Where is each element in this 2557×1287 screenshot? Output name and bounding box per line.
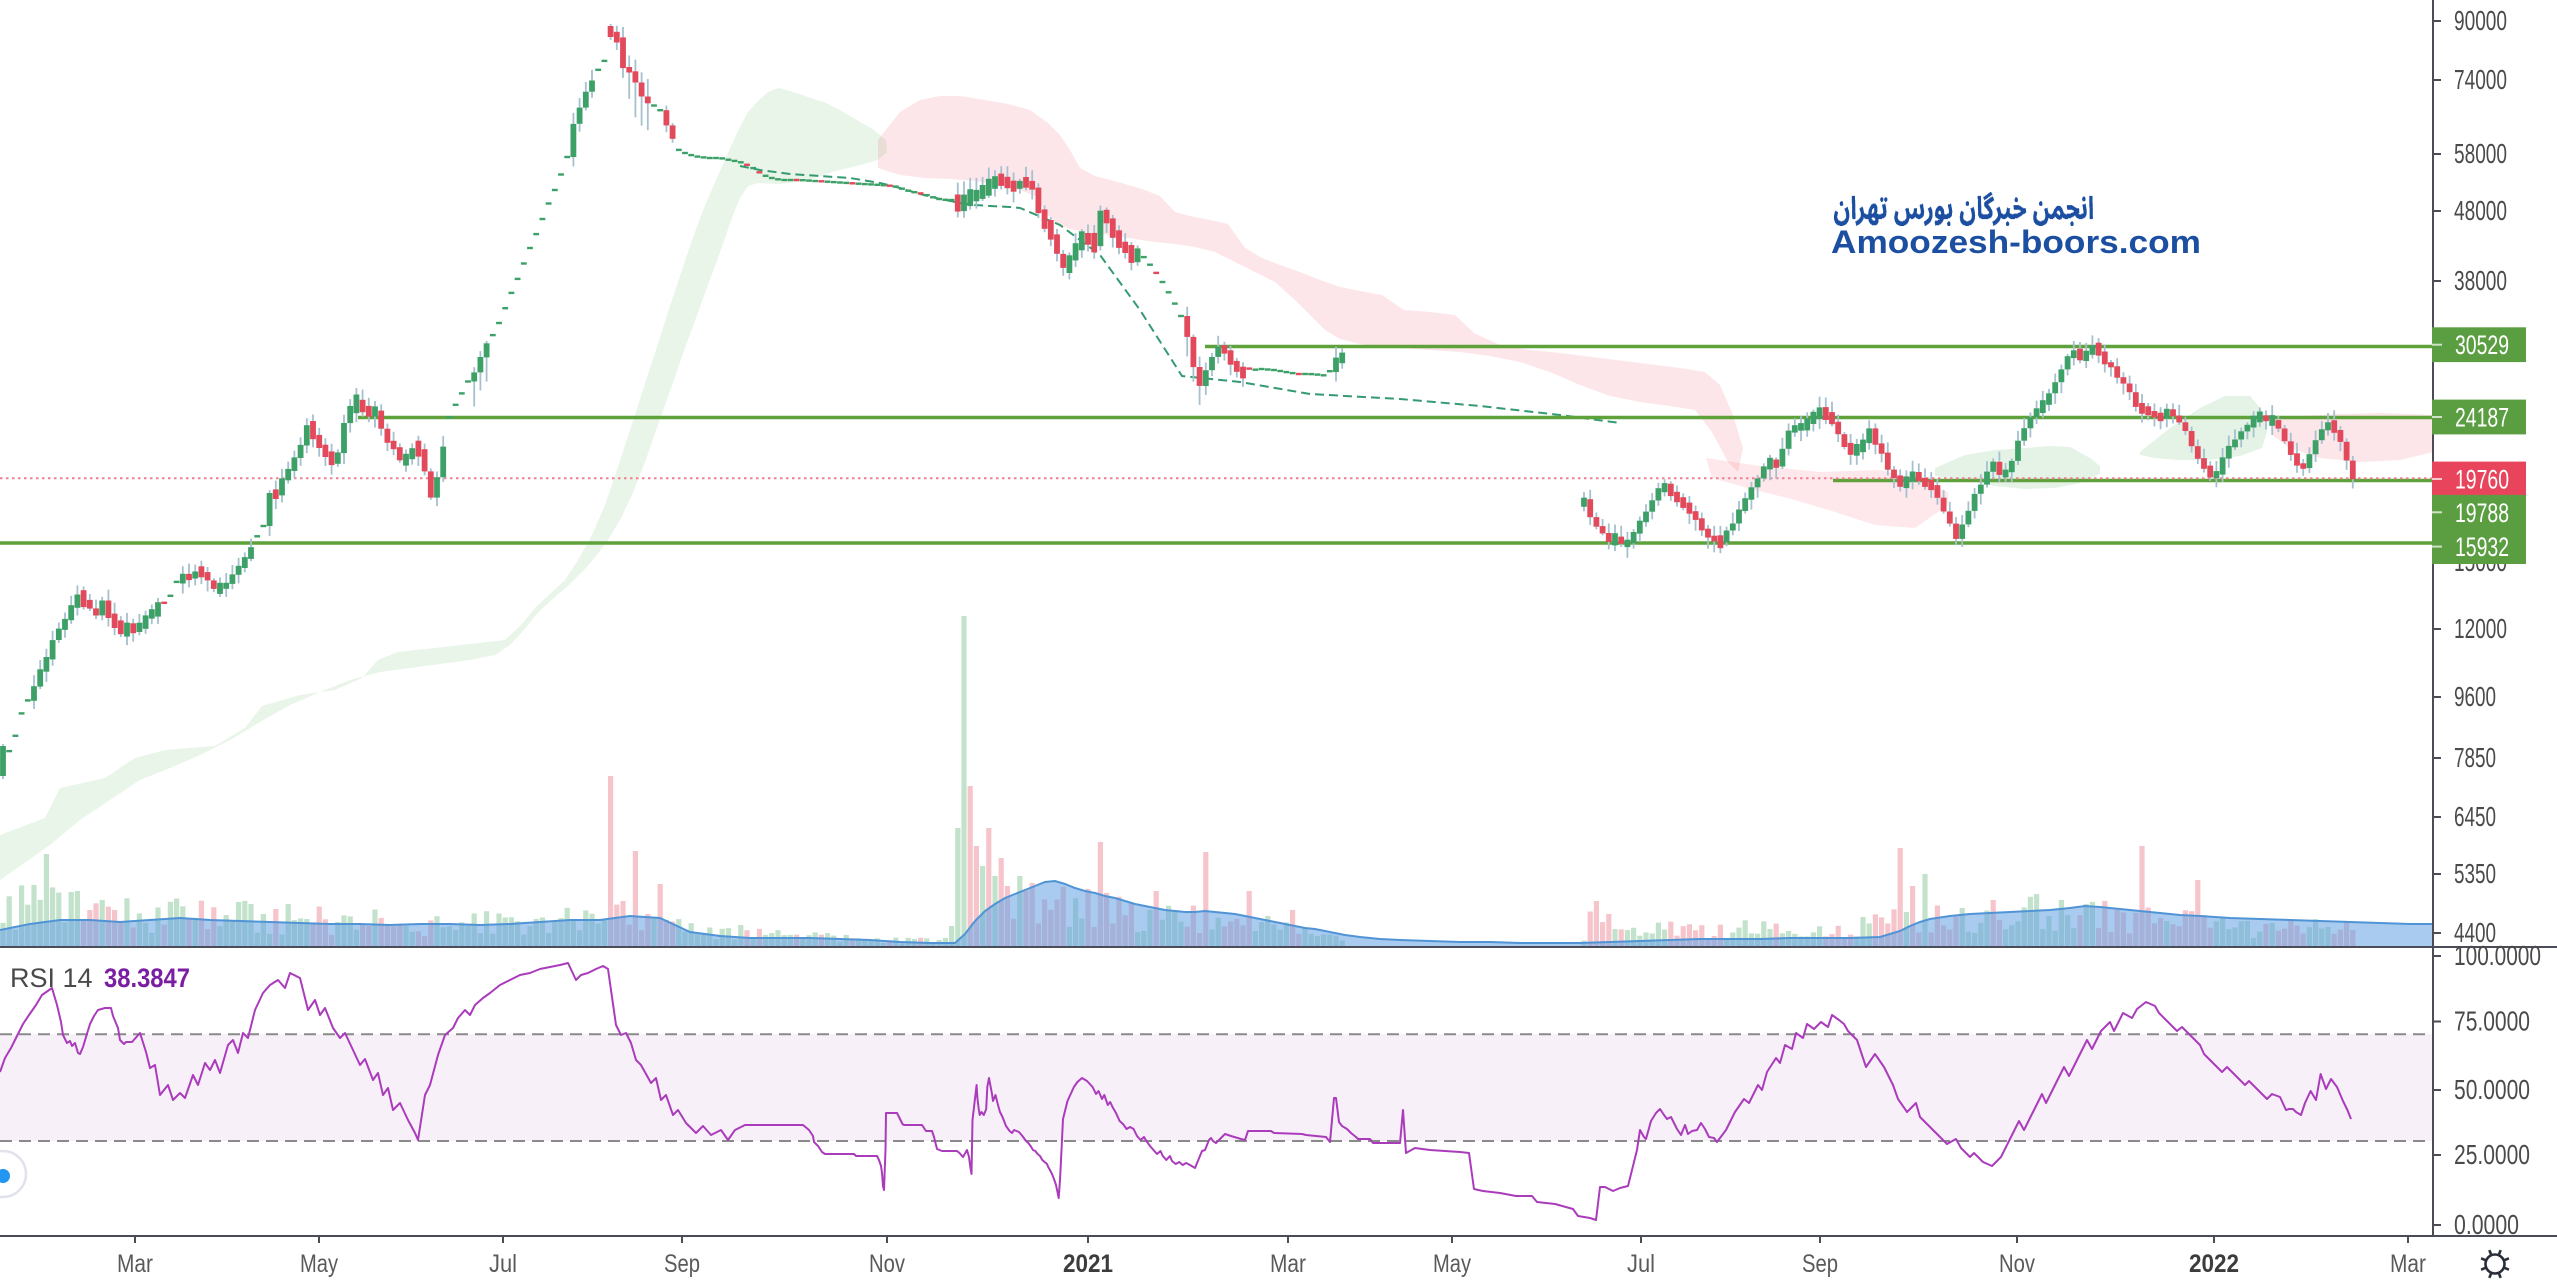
svg-text:RSI 14: RSI 14 [10,963,93,993]
svg-text:15932: 15932 [2455,532,2509,562]
svg-text:May: May [300,1250,338,1278]
svg-text:0.0000: 0.0000 [2454,1209,2519,1240]
svg-text:24187: 24187 [2455,403,2509,433]
svg-text:2022: 2022 [2189,1250,2239,1278]
svg-text:Jul: Jul [489,1250,517,1278]
svg-text:38.3847: 38.3847 [104,963,190,993]
svg-text:4400: 4400 [2454,917,2496,948]
svg-text:19760: 19760 [2455,465,2509,495]
svg-text:38000: 38000 [2454,265,2507,296]
svg-text:5350: 5350 [2454,858,2496,889]
svg-text:Nov: Nov [869,1250,905,1278]
svg-text:Mar: Mar [1270,1250,1306,1278]
svg-text:19788: 19788 [2455,498,2509,528]
svg-text:Mar: Mar [2390,1250,2426,1278]
svg-text:7850: 7850 [2454,742,2496,773]
svg-text:Sep: Sep [1802,1250,1838,1278]
svg-text:50.0000: 50.0000 [2454,1074,2530,1105]
svg-text:74000: 74000 [2454,64,2507,95]
svg-text:75.0000: 75.0000 [2454,1006,2530,1037]
svg-text:2021: 2021 [1063,1250,1113,1278]
svg-text:May: May [1433,1250,1471,1278]
svg-text:6450: 6450 [2454,801,2496,832]
svg-text:9600: 9600 [2454,681,2496,712]
svg-text:48000: 48000 [2454,195,2507,226]
svg-text:Nov: Nov [1999,1250,2035,1278]
svg-text:90000: 90000 [2454,5,2507,36]
svg-text:Mar: Mar [117,1250,153,1278]
svg-text:30529: 30529 [2455,330,2509,360]
svg-text:Amoozesh-boors.com: Amoozesh-boors.com [1831,224,2201,260]
svg-text:Sep: Sep [664,1250,700,1278]
svg-text:12000: 12000 [2454,613,2507,644]
svg-text:58000: 58000 [2454,138,2507,169]
svg-text:100.0000: 100.0000 [2454,940,2541,971]
svg-text:Jul: Jul [1627,1250,1655,1278]
svg-text:25.0000: 25.0000 [2454,1139,2530,1170]
